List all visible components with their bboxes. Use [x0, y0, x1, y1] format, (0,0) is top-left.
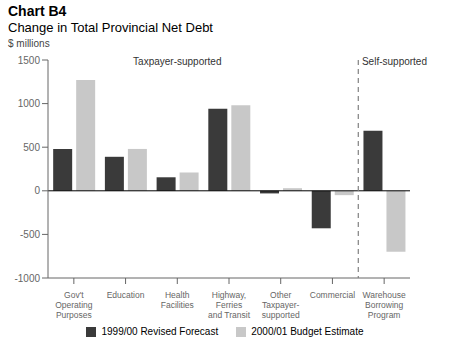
svg-text:1000: 1000	[18, 98, 41, 109]
html-text:Chart B4: Chart B4	[8, 3, 67, 19]
svg-text:Commercial: Commercial	[310, 290, 355, 300]
svg-text:0: 0	[34, 185, 40, 196]
svg-text:OtherTaxpayer-supported: OtherTaxpayer-supported	[262, 290, 300, 320]
html-text:$ millions: $ millions	[8, 38, 50, 49]
html-text:Change in Total Provincial Net: Change in Total Provincial Net Debt	[8, 20, 213, 35]
svg-text:-1000: -1000	[14, 273, 40, 284]
svg-text:500: 500	[23, 142, 40, 153]
svg-text:Taxpayer-supported: Taxpayer-supported	[133, 56, 221, 67]
svg-text:-500: -500	[20, 229, 40, 240]
svg-text:HealthFacilities: HealthFacilities	[161, 290, 194, 310]
svg-text:Highway,Ferriesand Transit: Highway,Ferriesand Transit	[208, 290, 251, 320]
svg-text:1500: 1500	[18, 55, 41, 66]
svg-text:Self-supported: Self-supported	[362, 56, 427, 67]
svg-text:WarehouseBorrowingProgram: WarehouseBorrowingProgram	[363, 290, 406, 320]
svg-text:Education: Education	[107, 290, 145, 300]
html-text:1999/00 Revised Forecast: 1999/00 Revised Forecast	[101, 326, 219, 337]
svg-text:Gov'tOperatingPurposes: Gov'tOperatingPurposes	[55, 290, 93, 320]
html-text:2000/01 Budget Estimate: 2000/01 Budget Estimate	[251, 326, 364, 337]
